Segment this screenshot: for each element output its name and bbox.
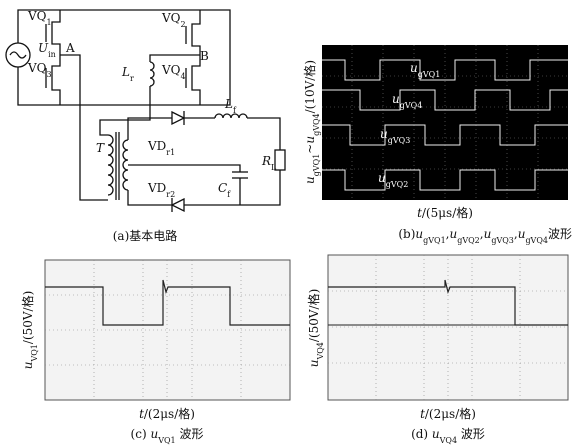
text-part: /(50V/格)	[20, 291, 35, 344]
text-part: 波形	[457, 427, 485, 441]
text-part: VD	[147, 181, 166, 195]
text-part: 波形	[176, 427, 204, 441]
subscript: in	[48, 50, 56, 59]
scope-screen	[322, 45, 568, 200]
circuit-label: VQ2	[161, 11, 186, 29]
text-part: u	[303, 136, 317, 144]
subscript: 3	[47, 70, 52, 79]
subscript: L	[271, 163, 277, 172]
x-axis-label: t/(2μs/格)	[420, 406, 476, 421]
subscript: gVQ1	[312, 154, 321, 177]
circuit-label: VQ3	[27, 61, 52, 79]
text-part: u	[484, 227, 492, 241]
subscript: 4	[181, 72, 186, 81]
text-part: R	[261, 154, 271, 168]
text-part: (c)	[131, 427, 151, 441]
subscript: gVQ3	[491, 236, 514, 245]
text-part: 波形	[548, 227, 572, 241]
text-part: (b)	[398, 227, 415, 241]
circuit-label: VDr1	[147, 139, 175, 157]
subscript: VQ1	[30, 344, 39, 362]
text-part: (a)基本电路	[113, 228, 178, 243]
text-part: L	[121, 65, 130, 79]
caption: (b)ugVQ1,ugVQ2,ugVQ3,ugVQ4波形	[398, 227, 572, 245]
text-part: /(2μs/格)	[425, 406, 476, 421]
text-part: ~	[303, 144, 317, 154]
subscript: f	[227, 190, 231, 199]
circuit-label: T	[96, 141, 105, 155]
subscript: gVQ4	[312, 113, 321, 136]
text-part: T	[96, 141, 105, 155]
subscript: VQ4	[439, 436, 457, 445]
circuit-label: VQ4	[161, 63, 186, 81]
text-part: L	[224, 97, 233, 111]
text-part: u	[307, 360, 321, 368]
x-axis-label: t/(5μs/格)	[417, 205, 473, 220]
circuit-label: A	[65, 41, 75, 55]
subscript: gVQ1	[418, 70, 441, 79]
subscript: gVQ3	[388, 136, 411, 145]
text-part: VQ	[27, 9, 47, 23]
text-part: u	[449, 227, 457, 241]
text-part: /(2μs/格)	[144, 406, 195, 421]
caption: (c) uVQ1 波形	[131, 427, 204, 445]
circuit-label: B	[200, 49, 209, 63]
subscript: gVQ2	[386, 180, 409, 189]
text-part: u	[21, 362, 35, 370]
text-part: u	[415, 227, 423, 241]
circuit-label: Lf	[224, 97, 237, 115]
subscript: r1	[166, 148, 175, 157]
subscript: gVQ1	[423, 236, 446, 245]
y-axis-label: ugVQ1~ugVQ4/(10V/格)	[302, 60, 321, 184]
text-part: u	[303, 176, 317, 184]
text-part: u	[380, 127, 388, 141]
text-part: u	[518, 227, 526, 241]
text-part: A	[65, 41, 75, 55]
circuit-label: Cf	[218, 181, 231, 199]
circuit-label: Lr	[121, 65, 134, 83]
text-part: VQ	[161, 63, 181, 77]
subscript: gVQ2	[457, 236, 480, 245]
caption: (a)基本电路	[113, 228, 178, 243]
text-part: B	[200, 49, 209, 63]
circuit-label: VDr2	[147, 181, 175, 199]
text-part: u	[410, 61, 418, 75]
text-part: u	[150, 427, 158, 441]
circuit-label: VQ1	[27, 9, 52, 27]
subscript: r	[130, 74, 134, 83]
text-part: u	[378, 171, 386, 185]
y-axis-label: uVQ1/(50V/格)	[20, 291, 39, 370]
y-axis-label: uVQ4/(50V/格)	[306, 289, 325, 368]
text-part: VQ	[161, 11, 181, 25]
text-part: VQ	[27, 61, 47, 75]
subscript: gVQ4	[400, 101, 423, 110]
text-part: (d)	[411, 427, 432, 441]
subscript: gVQ4	[525, 236, 548, 245]
subscript: r2	[166, 190, 175, 199]
text-part: /(5μs/格)	[422, 205, 473, 220]
subscript: VQ4	[316, 342, 325, 360]
x-axis-label: t/(2μs/格)	[139, 406, 195, 421]
figure: VQ1VQ2VQ3VQ4UinABLrTVDr1VDr2LfCfRL(a)基本电…	[0, 0, 573, 445]
subscript: 1	[47, 18, 52, 27]
text-part: u	[432, 427, 440, 441]
subscript: 2	[181, 20, 186, 29]
text-part: C	[218, 181, 227, 195]
subscript: VQ1	[157, 436, 175, 445]
text-part: VD	[147, 139, 166, 153]
text-part: u	[392, 92, 400, 106]
text-part: /(10V/格)	[302, 60, 317, 113]
caption: (d) uVQ4 波形	[411, 427, 485, 445]
subscript: f	[233, 106, 237, 115]
text-part: /(50V/格)	[306, 289, 321, 342]
